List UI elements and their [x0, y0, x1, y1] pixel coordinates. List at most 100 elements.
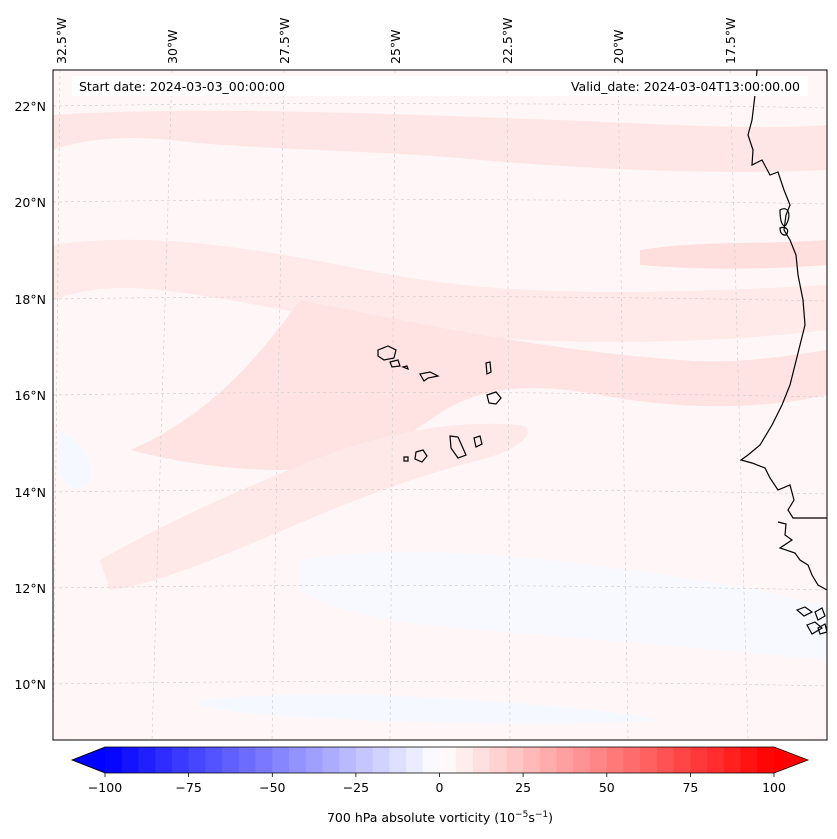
- coast-inlet-2: [779, 226, 789, 236]
- date-header-box: [72, 76, 808, 96]
- meridian-17-5w: [729, 70, 749, 740]
- colorbar-segment: [439, 747, 457, 773]
- colorbar-segment: [539, 747, 558, 773]
- lon-label-20w: 20°W: [611, 29, 626, 64]
- colorbar-high-extension: [774, 747, 808, 773]
- coastlines: [739, 70, 827, 635]
- lon-label-22-5w: 22.5°W: [500, 18, 515, 64]
- vorticity-band-positive-east: [640, 240, 827, 269]
- coast-inlet-1: [779, 208, 790, 227]
- island-sao-nicolau: [419, 371, 440, 382]
- vorticity-band-positive-central: [130, 300, 827, 470]
- parallel-10n: [53, 681, 827, 687]
- meridian-20w: [617, 70, 629, 740]
- lon-label-30w: 30°W: [165, 29, 180, 64]
- lat-label-20n: 20°N: [14, 195, 46, 210]
- colorbar-tick-label: −100: [88, 780, 122, 795]
- colorbar-segment: [456, 747, 474, 773]
- colorbar-tick-labels: −100 −75 −50 −25 0 25 50 75 100: [88, 780, 786, 795]
- colorbar-tick-label: −75: [175, 780, 201, 795]
- lat-label-16n: 16°N: [14, 388, 46, 403]
- colorbar-segment: [188, 747, 206, 773]
- parallel-20n: [53, 199, 827, 205]
- colorbar-segment: [690, 747, 708, 773]
- colorbar-segment: [590, 747, 608, 773]
- colorbar-tick-label: −50: [259, 780, 285, 795]
- meridian-32-5w: [53, 70, 61, 740]
- island-brava: [403, 456, 409, 462]
- colorbar-segments: [105, 747, 775, 773]
- guinea-bissau-islands-3: [814, 607, 826, 621]
- meridian-30w: [151, 70, 173, 740]
- guinea-bissau-islands-2: [806, 621, 824, 635]
- meridian-25w: [389, 70, 396, 740]
- colorbar-title: 700 hPa absolute vorticity (10−5s−1): [327, 810, 553, 825]
- island-santa-luzia: [401, 365, 409, 371]
- colorbar-low-extension: [72, 747, 105, 773]
- vorticity-band-positive-north: [53, 110, 827, 172]
- colorbar-segment: [472, 747, 491, 773]
- lat-label-12n: 12°N: [14, 581, 46, 596]
- colorbar-segment: [606, 747, 624, 773]
- colorbar-segment: [355, 747, 374, 773]
- lon-label-25w: 25°W: [388, 29, 403, 64]
- colorbar-tick-marks: [104, 773, 775, 777]
- vorticity-patch-negative-sw: [200, 694, 660, 724]
- colorbar-segment: [372, 747, 390, 773]
- island-santo-antao: [377, 345, 397, 361]
- colorbar-segment: [389, 747, 407, 773]
- vorticity-patch-negative-south: [300, 551, 827, 660]
- colorbar-segment: [255, 747, 273, 773]
- valid-date-label: Valid_date: 2024-03-04T13:00:00.00: [571, 79, 800, 94]
- guinea-bissau-islands-4: [817, 623, 827, 635]
- lat-label-22n: 22°N: [14, 99, 46, 114]
- colorbar-segment: [406, 747, 424, 773]
- guinea-bissau-islands-1: [795, 606, 814, 617]
- vorticity-band-positive-mid: [53, 239, 827, 342]
- island-fogo: [414, 449, 428, 463]
- start-date-label: Start date: 2024-03-03_00:00:00: [79, 79, 285, 94]
- colorbar-title-exp2: −1: [535, 810, 548, 820]
- lat-label-18n: 18°N: [14, 292, 46, 307]
- vorticity-band-positive-diagonal: [100, 423, 528, 590]
- vorticity-patch-negative-west: [58, 430, 91, 489]
- colorbar-segment: [322, 747, 340, 773]
- colorbar-segment: [640, 747, 658, 773]
- lon-label-32-5w: 32.5°W: [54, 18, 69, 64]
- longitude-labels: 32.5°W 30°W 27.5°W 25°W 22.5°W 20°W 17.5…: [54, 18, 738, 64]
- colorbar-segment: [339, 747, 357, 773]
- colorbar-tick-label: 25: [515, 780, 531, 795]
- island-sao-vicente: [389, 359, 401, 368]
- colorbar-tick-label: 0: [436, 780, 444, 795]
- colorbar-segment: [556, 747, 574, 773]
- colorbar-title-s: s: [528, 810, 535, 825]
- colorbar-tick-label: 100: [762, 780, 786, 795]
- parallel-14n: [53, 489, 827, 495]
- colorbar-title-main: 700 hPa absolute vorticity (10: [327, 810, 515, 825]
- latitude-labels: 22°N 20°N 18°N 16°N 14°N 12°N 10°N: [14, 99, 46, 692]
- lat-label-14n: 14°N: [14, 485, 46, 500]
- vorticity-field: [53, 110, 827, 724]
- lon-label-27-5w: 27.5°W: [277, 18, 292, 64]
- island-sal: [485, 361, 492, 375]
- colorbar-segment: [523, 747, 541, 773]
- island-santiago: [449, 435, 467, 459]
- colorbar-segment: [489, 747, 507, 773]
- parallel-18n: [53, 296, 827, 302]
- colorbar-title-exp1: −5: [515, 810, 528, 820]
- colorbar-segment: [138, 747, 156, 773]
- colorbar-segment: [623, 747, 641, 773]
- meridian-27-5w: [271, 70, 285, 740]
- colorbar-segment: [723, 747, 742, 773]
- map-area: [53, 70, 827, 740]
- colorbar-segment: [288, 747, 307, 773]
- colorbar-segment: [422, 747, 440, 773]
- graticule: [53, 70, 827, 740]
- parallel-12n: [53, 585, 827, 591]
- colorbar-segment: [656, 747, 675, 773]
- colorbar-segment: [740, 747, 758, 773]
- colorbar-title-end: ): [548, 810, 553, 825]
- colorbar-segment: [506, 747, 524, 773]
- colorbar-segment: [305, 747, 323, 773]
- colorbar: −100 −75 −50 −25 0 25 50 75 100 700 hPa …: [70, 746, 810, 825]
